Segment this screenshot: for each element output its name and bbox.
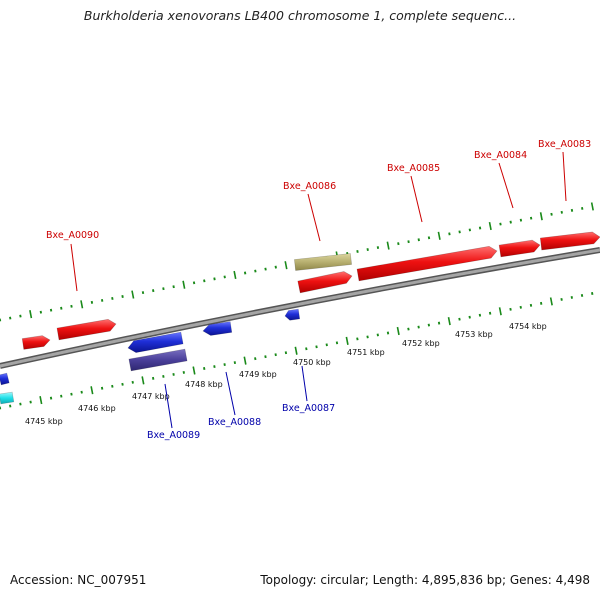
ruler-major-tick	[386, 241, 390, 250]
gene-feature-forward[interactable]	[356, 245, 498, 282]
ruler-major-tick	[539, 212, 543, 221]
gene-feature-forward[interactable]	[297, 271, 353, 294]
inner-ruler	[0, 292, 594, 410]
ruler-major-tick	[233, 270, 237, 280]
misc-feature-cyan[interactable]	[0, 391, 15, 405]
ruler-major-tick	[590, 202, 594, 211]
gene-labels: Bxe_A0090 Bxe_A0086 Bxe_A0085 Bxe_A0084 Bxe_…	[46, 139, 591, 441]
ruler-position-label: 4753 kbp	[455, 330, 493, 339]
gene-feature-reverse[interactable]	[0, 372, 10, 386]
outer-ruler	[0, 202, 594, 322]
gene-label-leader	[70, 243, 78, 292]
gene-label-leader	[410, 175, 423, 223]
genome-summary-text: Topology: circular; Length: 4,895,836 bp…	[260, 573, 590, 587]
ruler-major-tick	[192, 366, 196, 375]
gene-feature-reverse[interactable]	[127, 331, 184, 353]
ruler-position-label: 4748 kbp	[185, 380, 223, 389]
gene-label-forward[interactable]: Bxe_A0086	[283, 181, 336, 192]
chromosome-backbone	[0, 248, 600, 368]
ruler-major-tick	[29, 310, 33, 319]
map-title: Burkholderia xenovorans LB400 chromosome…	[83, 8, 517, 23]
ruler-major-tick	[396, 326, 400, 336]
gene-label-reverse[interactable]: Bxe_A0087	[282, 403, 335, 414]
ruler-major-tick	[488, 221, 492, 231]
ruler-labels: 4745 kbp 4746 kbp 4747 kbp 4748 kbp 4749 kbp…	[25, 322, 547, 426]
ruler-major-tick	[447, 317, 451, 326]
ruler-major-tick	[141, 376, 145, 385]
gene-feature-reverse[interactable]	[202, 321, 233, 336]
accession-text: Accession: NC_007951	[10, 573, 147, 587]
gene-label-leader	[301, 365, 308, 402]
gene-label-forward[interactable]: Bxe_A0084	[474, 150, 527, 161]
ruler-position-label: 4752 kbp	[402, 339, 440, 348]
ruler-major-tick	[284, 261, 288, 270]
ruler-major-tick	[345, 336, 349, 345]
ruler-major-tick	[39, 396, 43, 405]
misc-feature-olive[interactable]	[294, 253, 352, 271]
gene-label-leader	[225, 371, 236, 416]
gene-feature-reverse[interactable]	[284, 308, 301, 321]
ruler-major-tick	[80, 300, 84, 309]
ruler-major-tick	[294, 346, 298, 355]
ruler-position-label: 4747 kbp	[132, 392, 170, 401]
gene-feature-forward[interactable]	[21, 335, 51, 350]
ruler-major-tick	[131, 290, 135, 299]
gene-label-forward[interactable]: Bxe_A0085	[387, 163, 440, 174]
gene-label-leader	[498, 162, 514, 209]
ruler-major-tick	[498, 307, 502, 316]
ruler-position-label: 4746 kbp	[78, 404, 116, 413]
ruler-position-label: 4745 kbp	[25, 417, 63, 426]
misc-feature-navy[interactable]	[128, 348, 188, 372]
gene-label-leader	[164, 383, 173, 429]
gene-label-forward[interactable]: Bxe_A0090	[46, 230, 99, 241]
ruler-major-tick	[182, 280, 186, 289]
gene-feature-forward[interactable]	[498, 239, 541, 258]
gene-label-leader	[307, 193, 321, 242]
ruler-major-tick	[549, 297, 553, 306]
gene-label-leader	[562, 151, 567, 202]
ruler-position-label: 4749 kbp	[239, 370, 277, 379]
gene-label-forward[interactable]: Bxe_A0083	[538, 139, 591, 150]
gene-label-reverse[interactable]: Bxe_A0088	[208, 417, 261, 428]
ruler-major-tick	[243, 356, 247, 365]
ruler-position-label: 4754 kbp	[509, 322, 547, 331]
ruler-position-label: 4750 kbp	[293, 358, 331, 367]
gene-feature-forward[interactable]	[56, 318, 117, 341]
gene-feature-forward[interactable]	[539, 231, 600, 251]
ruler-position-label: 4751 kbp	[347, 348, 385, 357]
ruler-major-tick	[90, 386, 94, 395]
ruler-major-tick	[437, 231, 441, 240]
gene-label-reverse[interactable]: Bxe_A0089	[147, 430, 200, 441]
